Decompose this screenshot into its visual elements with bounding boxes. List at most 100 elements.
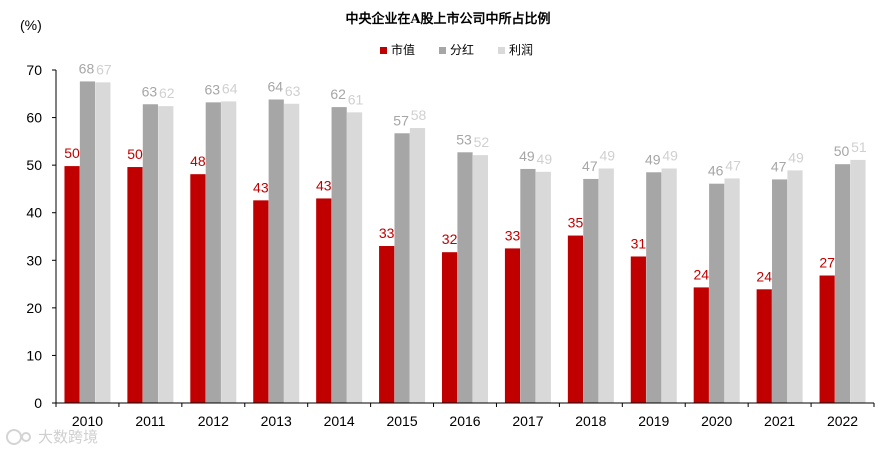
watermark: 大数跨境 <box>6 428 98 446</box>
bar-市值-2022 <box>819 275 835 403</box>
data-label-市值-2015: 33 <box>379 225 395 241</box>
bar-分红-2019 <box>646 172 662 403</box>
data-label-利润-2011: 62 <box>159 85 175 101</box>
legend-swatch-分红 <box>439 47 446 54</box>
data-label-市值-2016: 32 <box>442 231 458 247</box>
data-label-市值-2013: 43 <box>253 179 269 195</box>
data-label-市值-2011: 50 <box>127 146 143 162</box>
y-axis-unit-label: (%) <box>20 17 42 33</box>
legend-label-利润: 利润 <box>509 43 533 57</box>
bar-利润-2020 <box>724 178 740 403</box>
y-tick-label: 70 <box>26 62 42 78</box>
data-label-市值-2021: 24 <box>756 268 772 284</box>
legend-swatch-利润 <box>498 47 505 54</box>
data-label-分红-2013: 64 <box>267 78 283 94</box>
data-label-分红-2019: 49 <box>645 151 661 167</box>
data-label-分红-2012: 63 <box>205 81 221 97</box>
bar-分红-2016 <box>457 152 473 403</box>
chart-title: 中央企业在A股上市公司中所占比例 <box>345 11 550 27</box>
bar-利润-2011 <box>158 106 174 403</box>
bar-市值-2018 <box>567 235 584 403</box>
axes-layer: 0 10 20 30 40 50 60 70 2010 2011 2012 2013 2014 2015 2… <box>26 62 875 429</box>
bar-利润-2013 <box>284 103 300 404</box>
bar-利润-2019 <box>661 168 677 403</box>
x-tick-label: 2018 <box>575 413 606 429</box>
x-tick-label: 2019 <box>638 413 669 429</box>
watermark-text: 大数跨境 <box>38 428 98 446</box>
x-tick-label: 2022 <box>827 413 858 429</box>
data-label-利润-2010: 67 <box>96 61 112 77</box>
bar-利润-2014 <box>346 112 363 404</box>
data-label-分红-2021: 47 <box>771 158 787 174</box>
bar-市值-2017 <box>504 248 521 403</box>
data-label-利润-2019: 49 <box>662 147 678 163</box>
bar-分红-2022 <box>834 164 851 403</box>
bar-分红-2011 <box>142 104 158 403</box>
bar-市值-2010 <box>64 166 80 403</box>
data-label-市值-2017: 33 <box>505 227 521 243</box>
bar-分红-2010 <box>79 81 96 403</box>
data-label-市值-2012: 48 <box>190 153 206 169</box>
bar-分红-2012 <box>205 102 221 403</box>
x-tick-label: 2012 <box>198 413 229 429</box>
x-tick-label: 2014 <box>324 413 355 429</box>
bar-利润-2021 <box>787 170 803 403</box>
watermark-logo-icon <box>6 429 31 445</box>
bar-市值-2014 <box>316 198 332 403</box>
x-tick-label: 2013 <box>261 413 292 429</box>
bar-分红-2017 <box>520 168 536 403</box>
bar-市值-2012 <box>190 174 206 403</box>
data-label-利润-2018: 49 <box>599 147 615 163</box>
data-label-利润-2017: 49 <box>537 151 553 167</box>
x-tick-label: 2017 <box>512 413 543 429</box>
data-label-分红-2017: 49 <box>519 148 535 164</box>
data-label-市值-2014: 43 <box>316 177 332 193</box>
bar-分红-2018 <box>583 178 599 403</box>
data-label-市值-2020: 24 <box>694 266 710 282</box>
bar-市值-2020 <box>693 287 709 403</box>
legend-swatch-市值 <box>380 47 387 54</box>
bar-分红-2013 <box>268 99 284 403</box>
bar-分红-2014 <box>331 107 347 403</box>
y-tick-label: 50 <box>26 157 42 173</box>
bar-市值-2015 <box>379 246 395 403</box>
bar-市值-2019 <box>630 256 646 403</box>
data-label-利润-2016: 52 <box>474 134 490 150</box>
bar-利润-2017 <box>535 171 551 403</box>
bar-分红-2015 <box>394 133 410 403</box>
y-tick-label: 10 <box>26 347 42 363</box>
data-label-利润-2021: 49 <box>788 149 804 165</box>
data-label-利润-2012: 64 <box>222 80 238 96</box>
bar-利润-2022 <box>850 159 866 403</box>
y-tick-label: 60 <box>26 110 42 126</box>
bar-利润-2012 <box>221 101 237 403</box>
data-label-分红-2022: 50 <box>834 143 850 159</box>
data-label-市值-2022: 27 <box>819 255 835 271</box>
x-tick-label: 2020 <box>701 413 732 429</box>
bars-layer <box>64 81 866 404</box>
legend-label-分红: 分红 <box>450 42 474 57</box>
data-label-分红-2011: 63 <box>142 83 158 99</box>
bar-市值-2013 <box>253 200 269 403</box>
bar-分红-2021 <box>772 179 788 403</box>
bar-市值-2016 <box>442 252 458 403</box>
data-label-利润-2014: 61 <box>348 91 364 107</box>
y-tick-label: 40 <box>26 205 42 221</box>
data-label-市值-2018: 35 <box>568 215 584 231</box>
legend-label-市值: 市值 <box>391 42 415 57</box>
x-tick-label: 2021 <box>764 413 795 429</box>
data-label-分红-2020: 46 <box>708 163 724 179</box>
bar-利润-2018 <box>598 168 614 403</box>
bar-利润-2015 <box>409 128 426 403</box>
bar-利润-2016 <box>472 155 488 403</box>
bar-市值-2011 <box>127 167 143 403</box>
legend: 市值 分红 利润 <box>380 42 533 57</box>
data-label-利润-2013: 63 <box>285 83 301 99</box>
data-label-分红-2015: 57 <box>393 112 409 128</box>
data-label-分红-2010: 68 <box>79 60 95 76</box>
data-label-利润-2015: 58 <box>411 107 427 123</box>
data-label-分红-2018: 47 <box>582 158 598 174</box>
